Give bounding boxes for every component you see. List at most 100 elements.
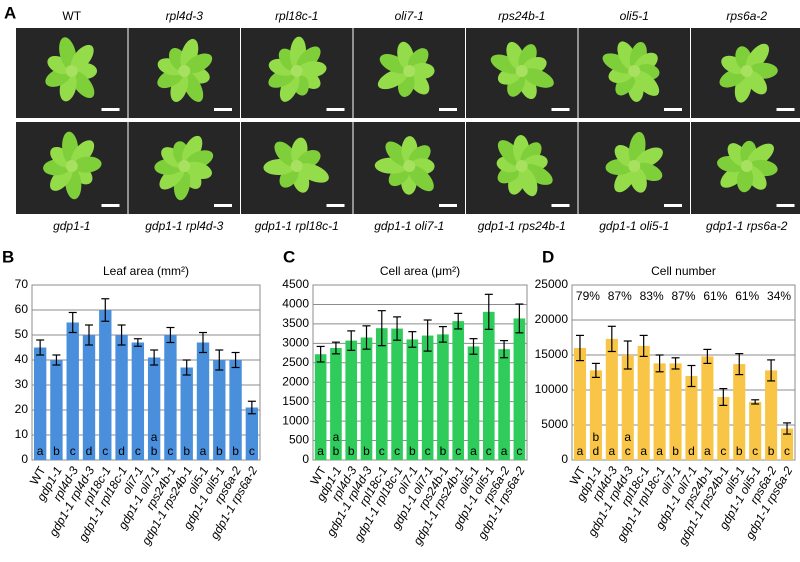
scale-bar xyxy=(439,204,457,207)
significance-letter: b xyxy=(216,444,223,458)
leaf xyxy=(184,53,213,74)
bar xyxy=(213,360,226,460)
bar xyxy=(749,401,762,460)
error-bar xyxy=(377,310,386,347)
significance-letter: a xyxy=(577,444,584,458)
y-tick-label: 1000 xyxy=(282,413,309,427)
significance-letter: b xyxy=(348,444,355,458)
leaf xyxy=(408,165,434,192)
bar xyxy=(391,328,403,460)
bar xyxy=(498,349,510,460)
photo-label: oli5-1 xyxy=(620,9,649,23)
bar xyxy=(115,335,128,460)
photo-label: gdp1-1 rpl4d-3 xyxy=(145,219,223,233)
y-tick-label: 3000 xyxy=(282,336,309,350)
rosette-center xyxy=(403,160,416,172)
significance-letter: c xyxy=(516,444,522,458)
error-bar xyxy=(703,348,712,364)
bar xyxy=(180,367,193,460)
error-bar xyxy=(751,399,760,405)
bar xyxy=(406,339,419,460)
significance-letter: b xyxy=(768,444,775,458)
significance-letter: b xyxy=(333,444,340,458)
panel-label: D xyxy=(542,247,554,266)
bar xyxy=(513,318,526,460)
y-tick-label: 0 xyxy=(561,452,568,466)
scale-bar xyxy=(664,204,682,207)
bar xyxy=(621,355,634,460)
plot-frame xyxy=(571,284,796,461)
chart-title: Cell area (μm²) xyxy=(380,264,460,278)
scale-bar xyxy=(776,108,795,111)
bar xyxy=(66,322,79,460)
y-tick-label: 20 xyxy=(15,402,29,416)
leaf xyxy=(49,165,73,191)
error-bar xyxy=(671,357,680,370)
bar xyxy=(229,360,242,460)
bar xyxy=(717,397,730,460)
error-bar xyxy=(484,293,493,330)
scale-bar xyxy=(776,204,795,207)
bar xyxy=(637,345,650,460)
bar xyxy=(437,334,449,460)
significance-letter: a xyxy=(704,444,711,458)
leaf xyxy=(736,167,754,193)
y-tick-label: 4500 xyxy=(282,277,309,291)
significance-letter: d xyxy=(86,444,93,458)
significance-letter: a xyxy=(37,444,44,458)
leaf xyxy=(70,71,95,99)
leaf xyxy=(181,135,203,166)
significance-letter: a xyxy=(470,444,477,458)
significance-letter: b xyxy=(440,444,447,458)
error-bar xyxy=(117,324,126,346)
error-bar xyxy=(231,351,240,369)
bar xyxy=(99,310,112,460)
bar xyxy=(82,335,96,460)
significance-letter: b xyxy=(53,444,60,458)
annotation: 61% xyxy=(735,289,759,303)
significance-letter: a xyxy=(608,444,615,458)
error-bar xyxy=(783,422,792,435)
leaf xyxy=(522,68,554,88)
significance-letter: c xyxy=(752,444,758,458)
leaf xyxy=(633,70,660,96)
error-bar xyxy=(166,326,175,344)
bar xyxy=(765,370,778,460)
annotation: 61% xyxy=(703,289,727,303)
bar xyxy=(421,335,434,460)
photo-label: rps6a-2 xyxy=(726,9,767,23)
rosette-center xyxy=(290,160,303,172)
error-bar xyxy=(591,362,600,378)
bar xyxy=(245,407,259,460)
leaf xyxy=(274,141,298,167)
panel-label: C xyxy=(283,247,295,266)
bar xyxy=(589,370,602,460)
photo-label: rps24b-1 xyxy=(498,9,545,23)
error-bar xyxy=(393,316,402,341)
significance-letter: b xyxy=(409,444,416,458)
significance-letter: b xyxy=(672,444,679,458)
chart-title: Cell number xyxy=(651,264,716,278)
error-bar xyxy=(101,298,110,322)
y-tick-label: 15000 xyxy=(535,347,569,361)
panel-label: A xyxy=(4,3,16,22)
photo-label: gdp1-1 rps24b-1 xyxy=(478,219,566,233)
y-tick-label: 25000 xyxy=(535,277,569,291)
rosette-center xyxy=(740,160,753,172)
rosette-center xyxy=(403,65,416,77)
error-bar xyxy=(150,349,159,366)
bar xyxy=(467,346,480,460)
error-bar xyxy=(199,331,207,354)
bar xyxy=(345,340,358,460)
y-tick-label: 60 xyxy=(15,302,29,316)
photo-label: WT xyxy=(62,9,81,23)
photo-label: rpl18c-1 xyxy=(275,9,318,23)
y-tick-label: 70 xyxy=(15,277,29,291)
significance-letter: a xyxy=(200,444,207,458)
significance-letter: c xyxy=(486,444,492,458)
bar xyxy=(360,337,373,460)
bar xyxy=(330,348,342,460)
leaf xyxy=(410,62,435,79)
rosette-center xyxy=(290,65,303,77)
